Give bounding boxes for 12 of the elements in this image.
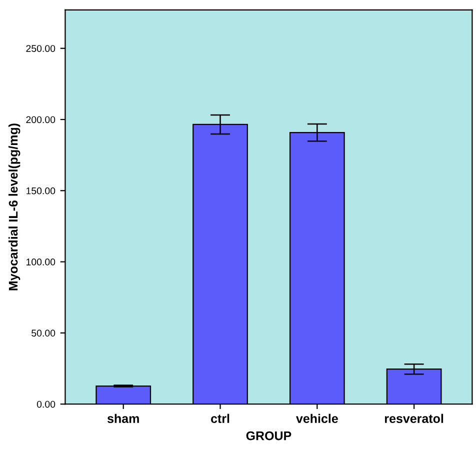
x-tick-label: ctrl: [211, 414, 230, 423]
y-tick-label: 100.00: [26, 258, 56, 266]
y-tick-label: 150.00: [26, 187, 56, 194]
y-tick-label: 250.00: [26, 45, 56, 52]
x-tick-label: sham: [107, 414, 139, 423]
y-tick-label: 200.00: [26, 116, 56, 124]
x-axis-title: GROUP: [246, 431, 292, 440]
y-tick-label: 0.00: [36, 400, 56, 408]
x-tick-label: vehicle: [296, 414, 338, 423]
y-tick-label: 50.00: [32, 330, 56, 337]
y-axis-title: Myocardial IL-6 level(pg/mg): [8, 124, 20, 290]
x-tick-label: resveratol: [385, 414, 444, 423]
